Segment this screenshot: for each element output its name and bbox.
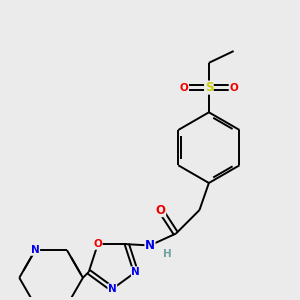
Text: O: O (156, 204, 166, 217)
Text: O: O (93, 239, 102, 249)
Text: H: H (163, 249, 172, 259)
Text: O: O (229, 82, 238, 93)
Text: O: O (180, 82, 188, 93)
Text: N: N (108, 284, 117, 294)
Text: N: N (131, 267, 140, 277)
Text: S: S (205, 81, 213, 94)
Text: N: N (145, 239, 155, 252)
Text: N: N (31, 245, 40, 255)
